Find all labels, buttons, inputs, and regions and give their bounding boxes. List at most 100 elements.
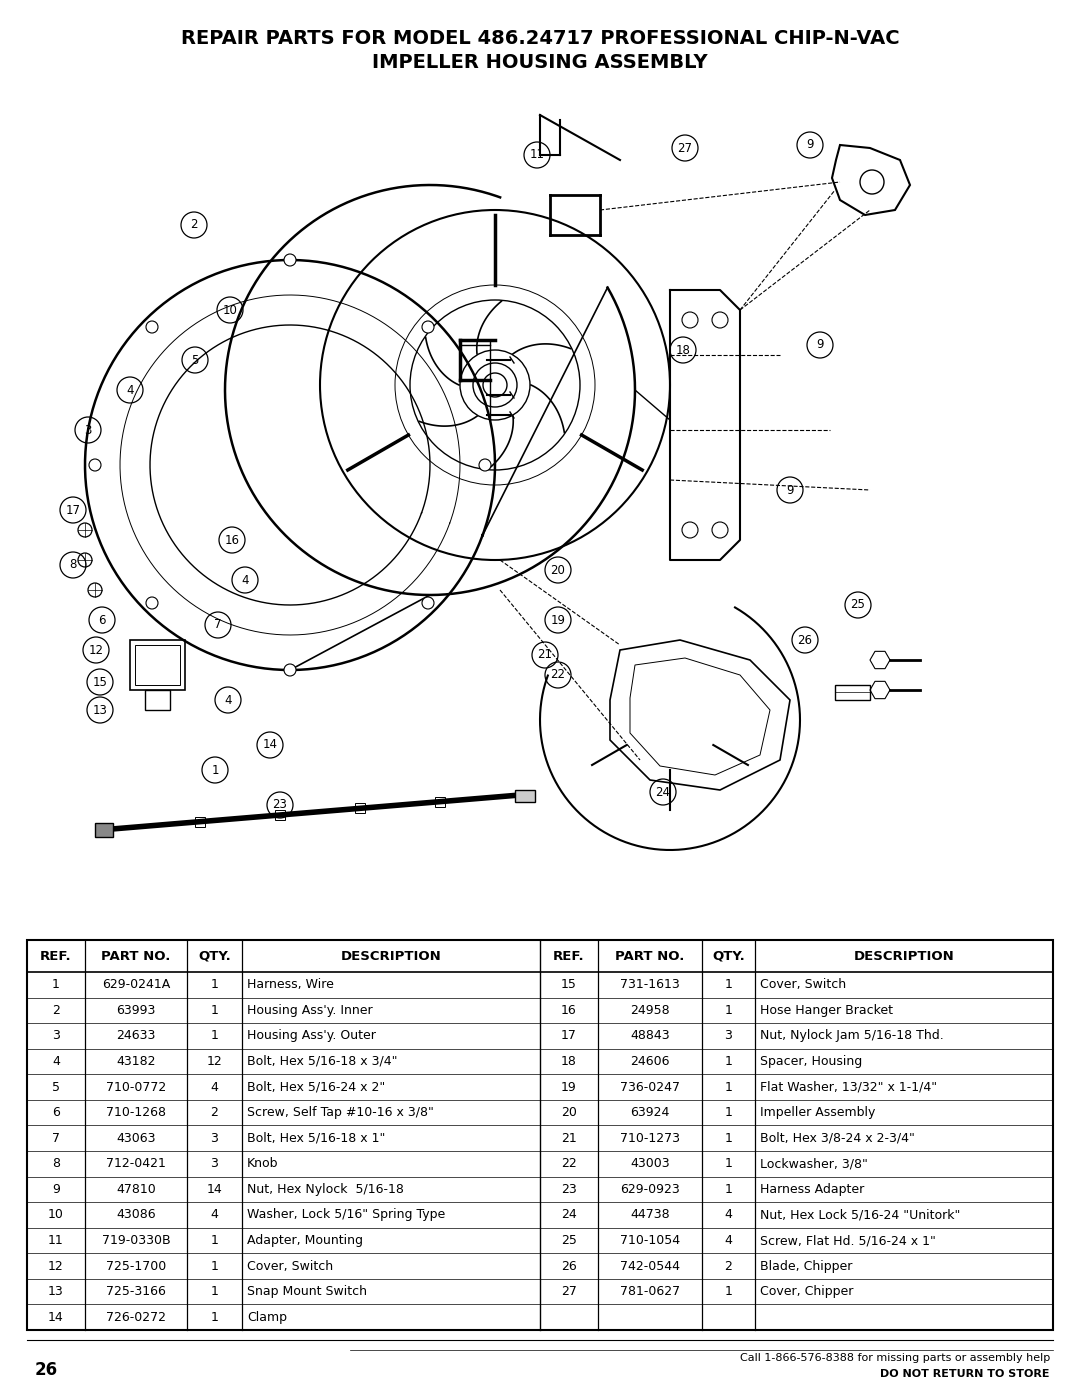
Text: 63993: 63993: [117, 1004, 156, 1017]
Text: 20: 20: [551, 563, 566, 577]
Circle shape: [146, 321, 158, 332]
Text: 4: 4: [126, 384, 134, 397]
Text: 2: 2: [190, 218, 198, 232]
Text: Call 1-866-576-8388 for missing parts or assembly help: Call 1-866-576-8388 for missing parts or…: [740, 1354, 1050, 1363]
Text: 25: 25: [562, 1234, 577, 1248]
Text: 48843: 48843: [631, 1030, 670, 1042]
Text: Impeller Assembly: Impeller Assembly: [760, 1106, 876, 1119]
Circle shape: [422, 597, 434, 609]
Text: 26: 26: [797, 633, 812, 647]
Text: 25: 25: [851, 598, 865, 612]
Text: DESCRIPTION: DESCRIPTION: [340, 950, 442, 963]
Text: 3: 3: [52, 1030, 59, 1042]
Text: 1: 1: [52, 978, 59, 992]
Bar: [95, 823, 113, 837]
Text: 5: 5: [52, 1080, 60, 1094]
Text: 12: 12: [89, 644, 104, 657]
Text: 26: 26: [562, 1260, 577, 1273]
Text: 1: 1: [211, 1285, 218, 1298]
Text: Bolt, Hex 5/16-24 x 2": Bolt, Hex 5/16-24 x 2": [247, 1080, 386, 1094]
Text: 21: 21: [562, 1132, 577, 1144]
Text: 2: 2: [211, 1106, 218, 1119]
Text: 14: 14: [49, 1310, 64, 1324]
Bar: [135, 645, 180, 685]
Text: 15: 15: [562, 978, 577, 992]
Circle shape: [146, 597, 158, 609]
Text: 1: 1: [211, 978, 218, 992]
Text: Adapter, Mounting: Adapter, Mounting: [247, 1234, 363, 1248]
Text: Screw, Self Tap #10-16 x 3/8": Screw, Self Tap #10-16 x 3/8": [247, 1106, 434, 1119]
Text: 7: 7: [214, 619, 221, 631]
Text: 4: 4: [225, 693, 232, 707]
Text: 9: 9: [807, 138, 813, 151]
Text: 47810: 47810: [117, 1183, 156, 1196]
Bar: [355, 803, 365, 813]
Text: 16: 16: [562, 1004, 577, 1017]
Text: 1: 1: [725, 1106, 732, 1119]
Text: 726-0272: 726-0272: [106, 1310, 166, 1324]
Text: 14: 14: [206, 1183, 222, 1196]
Text: 24: 24: [656, 785, 671, 799]
Text: 629-0923: 629-0923: [620, 1183, 680, 1196]
Text: Nut, Hex Nylock  5/16-18: Nut, Hex Nylock 5/16-18: [247, 1183, 404, 1196]
Text: Hose Hanger Bracket: Hose Hanger Bracket: [760, 1004, 893, 1017]
Text: Cover, Switch: Cover, Switch: [760, 978, 846, 992]
Text: 22: 22: [562, 1157, 577, 1171]
Bar: [27, 940, 1053, 1330]
Text: 20: 20: [562, 1106, 577, 1119]
Text: 6: 6: [98, 613, 106, 626]
Text: 4: 4: [52, 1055, 59, 1067]
Text: 22: 22: [551, 669, 566, 682]
Bar: [195, 817, 205, 827]
Text: 1: 1: [211, 1030, 218, 1042]
Text: 24606: 24606: [631, 1055, 670, 1067]
Text: 710-1273: 710-1273: [620, 1132, 680, 1144]
Text: 43003: 43003: [631, 1157, 670, 1171]
Text: 8: 8: [52, 1157, 60, 1171]
Text: 15: 15: [93, 676, 107, 689]
Text: REPAIR PARTS FOR MODEL 486.24717 PROFESSIONAL CHIP-N-VAC: REPAIR PARTS FOR MODEL 486.24717 PROFESS…: [180, 28, 900, 47]
Text: 1: 1: [725, 1004, 732, 1017]
Text: 1: 1: [725, 1132, 732, 1144]
Text: Harness, Wire: Harness, Wire: [247, 978, 334, 992]
Text: 3: 3: [84, 423, 92, 436]
Text: 10: 10: [49, 1208, 64, 1221]
Text: 19: 19: [551, 613, 566, 626]
Text: REF.: REF.: [553, 950, 584, 963]
Text: DESCRIPTION: DESCRIPTION: [853, 950, 955, 963]
Text: 9: 9: [52, 1183, 59, 1196]
Bar: [435, 796, 445, 807]
Text: 1: 1: [725, 1285, 732, 1298]
Text: 23: 23: [272, 799, 287, 812]
Text: Lockwasher, 3/8": Lockwasher, 3/8": [760, 1157, 868, 1171]
Text: 21: 21: [538, 648, 553, 662]
Text: 4: 4: [211, 1208, 218, 1221]
Text: 10: 10: [222, 303, 238, 317]
Circle shape: [284, 664, 296, 676]
Bar: [515, 789, 535, 802]
Text: 6: 6: [52, 1106, 59, 1119]
Text: Spacer, Housing: Spacer, Housing: [760, 1055, 862, 1067]
Text: Blade, Chipper: Blade, Chipper: [760, 1260, 852, 1273]
Text: PART NO.: PART NO.: [616, 950, 685, 963]
Text: 1: 1: [211, 1310, 218, 1324]
Text: 17: 17: [66, 503, 81, 517]
Circle shape: [89, 460, 102, 471]
Text: 24: 24: [562, 1208, 577, 1221]
Text: Knob: Knob: [247, 1157, 279, 1171]
Text: 12: 12: [49, 1260, 64, 1273]
Text: Screw, Flat Hd. 5/16-24 x 1": Screw, Flat Hd. 5/16-24 x 1": [760, 1234, 936, 1248]
Text: IMPELLER HOUSING ASSEMBLY: IMPELLER HOUSING ASSEMBLY: [373, 53, 707, 71]
Circle shape: [422, 321, 434, 332]
Text: 5: 5: [191, 353, 199, 366]
Text: 712-0421: 712-0421: [106, 1157, 166, 1171]
Text: Bolt, Hex 5/16-18 x 1": Bolt, Hex 5/16-18 x 1": [247, 1132, 386, 1144]
Text: 1: 1: [725, 1183, 732, 1196]
Text: 3: 3: [211, 1132, 218, 1144]
Text: 7: 7: [52, 1132, 60, 1144]
Bar: [145, 690, 170, 710]
Text: 26: 26: [35, 1361, 58, 1379]
Text: 1: 1: [725, 1157, 732, 1171]
Text: 2: 2: [725, 1260, 732, 1273]
Text: Snap Mount Switch: Snap Mount Switch: [247, 1285, 367, 1298]
